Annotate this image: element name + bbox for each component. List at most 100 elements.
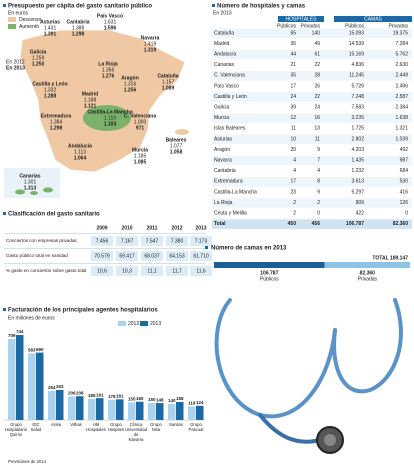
value-label: 583 bbox=[28, 348, 36, 353]
cell: 24 bbox=[314, 105, 320, 111]
group-header: HOSPITALES bbox=[285, 16, 317, 22]
row-label: Andalucía bbox=[214, 52, 236, 58]
value-label: 590 bbox=[36, 347, 44, 352]
cell: 5.297 bbox=[351, 189, 364, 195]
region-name: C. Valenciana bbox=[124, 113, 156, 119]
row-bg bbox=[212, 166, 412, 176]
value-2012: 1.000 bbox=[134, 119, 147, 125]
cell: 13 bbox=[314, 126, 320, 132]
column-header: 2009 bbox=[96, 225, 107, 231]
value-label: 254 bbox=[48, 385, 56, 390]
value-label: 140 bbox=[168, 398, 176, 403]
cell: 492 bbox=[400, 147, 409, 153]
cell: 35 bbox=[290, 73, 296, 79]
row-label: Total bbox=[214, 221, 226, 227]
cell: 3.235 bbox=[351, 115, 364, 121]
value-label: 119 bbox=[188, 401, 196, 406]
cell: 70.579 bbox=[94, 253, 110, 259]
bar bbox=[8, 338, 16, 420]
bar bbox=[136, 401, 144, 420]
row-label: Ceuta y Melilla bbox=[214, 211, 247, 217]
region-name: Cataluña bbox=[157, 73, 178, 79]
value-2012: 1.259 bbox=[32, 55, 45, 61]
cell: 2.802 bbox=[351, 136, 364, 142]
cell: 23 bbox=[290, 189, 296, 195]
value-2012: 1.113 bbox=[74, 149, 86, 155]
value-2013: 1.288 bbox=[44, 93, 57, 99]
bar bbox=[36, 352, 44, 420]
value-2012: 1.188 bbox=[84, 97, 97, 103]
cell: 4 bbox=[293, 168, 296, 174]
cell: 14.539 bbox=[349, 41, 365, 47]
title: Clasificación del gasto sanitario bbox=[8, 212, 100, 218]
bar bbox=[196, 405, 204, 420]
value-2013: 1.596 bbox=[104, 25, 117, 31]
value-label: 709 bbox=[8, 333, 16, 338]
row-label: La Rioja bbox=[214, 200, 233, 206]
cell: 9 bbox=[317, 147, 320, 153]
green-region bbox=[83, 105, 131, 131]
cell: 17 bbox=[290, 83, 296, 89]
cell: 106.787 bbox=[346, 221, 364, 227]
cell: 61.710 bbox=[193, 253, 209, 259]
cell-bg bbox=[141, 266, 163, 276]
cell: 8 bbox=[317, 179, 320, 185]
year-label: En 2012 bbox=[6, 59, 25, 65]
value-label: 148 bbox=[156, 397, 164, 402]
cell: 1.435 bbox=[351, 158, 364, 164]
cell: 450 bbox=[288, 221, 297, 227]
x-tick-label: Clínica Universidad de Navarra bbox=[125, 422, 148, 442]
cell: 1.725 bbox=[351, 126, 364, 132]
value-2013: 1.276 bbox=[102, 73, 115, 79]
cell-bg bbox=[91, 266, 113, 276]
row-label: Castilla-La Mancha bbox=[214, 189, 257, 195]
spain-map bbox=[19, 29, 186, 173]
value-2013: 1.250 bbox=[32, 61, 45, 67]
cell: 2 bbox=[293, 200, 296, 206]
bullet bbox=[212, 4, 215, 7]
cell: 7.248 bbox=[351, 94, 364, 100]
cell: 684 bbox=[400, 168, 409, 174]
cell: 140 bbox=[312, 30, 321, 36]
legend-label: Descenso bbox=[19, 17, 41, 23]
row-label: País Vasco bbox=[214, 83, 239, 89]
row-label: Asturias bbox=[214, 136, 233, 142]
bar bbox=[168, 404, 176, 420]
x-tick-label: Grupo Nisa bbox=[150, 422, 162, 432]
row-bg bbox=[212, 123, 412, 134]
legend-swatch bbox=[118, 321, 126, 326]
row-label: % gasto en conciertos sobre gasto total bbox=[6, 268, 86, 273]
legend-label: 2012 bbox=[128, 321, 139, 327]
region-name: Castilla y León bbox=[32, 81, 67, 87]
value-label: 206 bbox=[68, 391, 76, 396]
cell: 4.836 bbox=[351, 62, 364, 68]
cell: 24 bbox=[290, 94, 296, 100]
value-2012: 1.301 bbox=[24, 179, 37, 185]
row-bg bbox=[212, 28, 412, 39]
bar bbox=[96, 398, 104, 420]
cell: 1.232 bbox=[351, 168, 364, 174]
cell: 1.321 bbox=[395, 126, 408, 132]
value-2012: 1.384 bbox=[50, 119, 63, 125]
cell-bg bbox=[91, 251, 113, 261]
value-2012: 1.332 bbox=[44, 87, 57, 93]
bullet bbox=[3, 308, 6, 311]
legend-swatch bbox=[8, 17, 16, 22]
row-bg bbox=[212, 176, 412, 187]
cell: 39 bbox=[290, 105, 296, 111]
cell: 2 bbox=[317, 200, 320, 206]
row-label: Extremadura bbox=[214, 179, 243, 185]
cell: 11.245 bbox=[349, 73, 364, 79]
cell: 15.169 bbox=[349, 52, 365, 58]
cell: 2.449 bbox=[395, 73, 408, 79]
cell: 20 bbox=[290, 147, 296, 153]
x-tick-label: Sanitas bbox=[169, 422, 183, 427]
column-header: 2012 bbox=[171, 225, 182, 231]
cell: 2.630 bbox=[395, 62, 408, 68]
cell: 26 bbox=[314, 83, 320, 89]
cell: 49 bbox=[314, 41, 320, 47]
cell: 12 bbox=[290, 115, 296, 121]
canarias-island bbox=[30, 191, 38, 195]
cell: 2 bbox=[293, 211, 296, 217]
value-label: 124 bbox=[196, 400, 204, 405]
